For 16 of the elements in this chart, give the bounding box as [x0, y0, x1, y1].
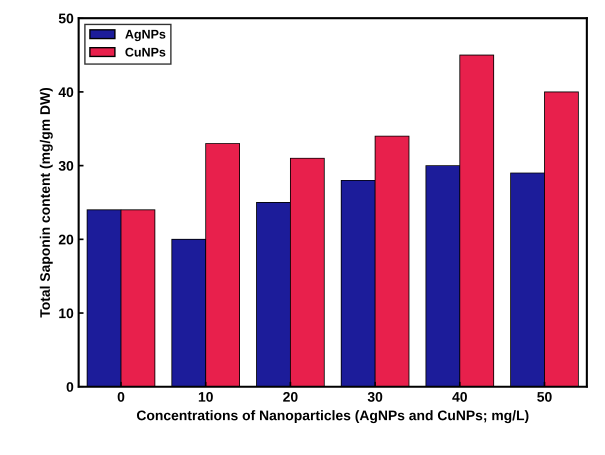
x-tick-label: 20 — [283, 392, 298, 402]
x-tick-label: 30 — [368, 392, 382, 402]
y-axis-title: Total Saponin content (mg/gm DW) — [40, 88, 53, 318]
legend-label: CuNPs — [125, 48, 166, 57]
legend-label: AgNPs — [125, 30, 166, 42]
x-axis-title: Concentrations of Nanoparticles (AgNPs and CuNPs; mg/L) — [136, 410, 528, 424]
y-tick-label: 40 — [58, 87, 74, 98]
x-tick-label: 10 — [198, 392, 213, 402]
x-tick-label: 50 — [537, 392, 552, 402]
y-tick-label: 0 — [66, 382, 74, 392]
y-tick-label: 50 — [58, 14, 74, 24]
y-tick-label: 30 — [58, 160, 74, 171]
x-tick-label: 0 — [118, 392, 124, 402]
y-tick-label: 20 — [58, 234, 74, 244]
y-tick-label: 10 — [59, 308, 74, 318]
x-tick-label: 40 — [452, 392, 467, 402]
